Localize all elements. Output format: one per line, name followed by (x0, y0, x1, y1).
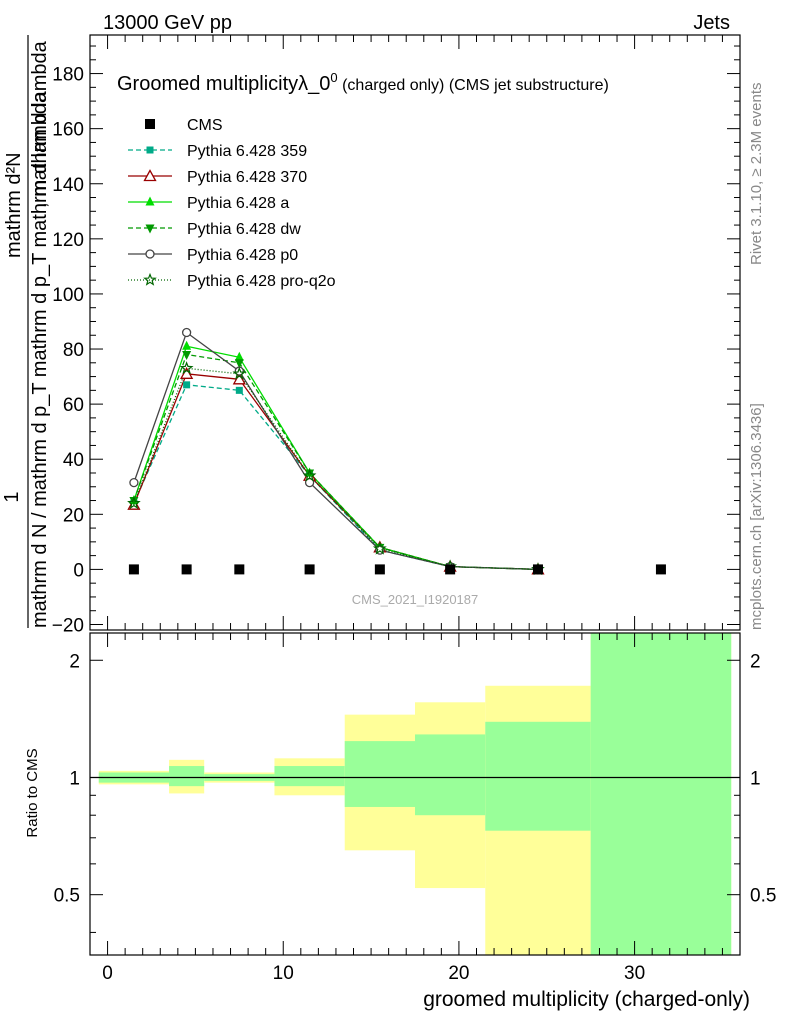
ratio-tick-label-right: 0.5 (750, 886, 776, 907)
ratio-band-green (415, 734, 486, 816)
legend-marker-cms (145, 119, 155, 129)
chart-title: Groomed multiplicityλ_00 (charged only) … (117, 70, 609, 95)
series-0-point (235, 386, 243, 394)
title-main: Groomed multiplicityλ_0 (117, 73, 330, 95)
legend-marker (145, 196, 155, 206)
series-line-5 (133, 367, 539, 571)
series-5-point (372, 541, 387, 555)
legend-label: Pythia 6.428 dw (187, 221, 301, 238)
series-5-point (179, 361, 194, 375)
series-line-1 (133, 373, 539, 571)
ratio-band-green (169, 766, 205, 787)
ratio-band-green (590, 633, 732, 955)
y-axis-label-numerator-tail: , mathrm d lambda (29, 40, 51, 208)
cms-data-point (445, 564, 456, 575)
y-tick-label: 0 (73, 560, 84, 581)
y-tick-label: 20 (63, 505, 84, 526)
y-tick-label: −20 (52, 615, 84, 636)
ratio-tick-label-left: 1 (69, 768, 80, 789)
y-tick-label: 60 (63, 395, 84, 416)
y-tick-label: 180 (52, 65, 84, 86)
legend-marker (145, 224, 155, 234)
y-axis-label: 1 mathrm d N / mathrm d p_T mathrm d p_T… (1, 35, 51, 628)
series-3-point (305, 469, 315, 479)
y-tick-label: 40 (63, 450, 84, 471)
series-1-point (180, 366, 194, 379)
ratio-band-green (485, 721, 591, 831)
x-tick-label: 0 (102, 963, 113, 984)
series-1-point (232, 372, 246, 385)
cms-data-point (181, 564, 192, 575)
ratio-band-green (274, 766, 345, 787)
cms-data-point (532, 564, 543, 575)
title-superscript: 0 (330, 70, 337, 85)
title-tail: (charged only) (CMS jet substructure) (338, 77, 609, 94)
series-3-point (182, 351, 192, 361)
legend-label: Pythia 6.428 a (187, 195, 289, 212)
main-panel: −20 0 20 40 60 80 100 120 140 160 180 CMS_2021_I19… (52, 34, 741, 636)
series-line-3 (133, 353, 539, 571)
ratio-tick-label-right: 1 (750, 768, 761, 789)
y-axis-label-denominator: mathrm d N / mathrm d p_T mathrm d p_T m… (29, 91, 51, 628)
series-3-point (129, 497, 139, 507)
svg-text:Groomed multiplicityλ_00 (char: Groomed multiplicityλ_00 (charged only) … (117, 70, 609, 95)
y-tick-label: 100 (52, 285, 84, 306)
y-tick-label: 160 (52, 120, 84, 141)
legend: CMS Pythia 6.428 359 Pythia 6.428 370 Pythi… (128, 117, 336, 290)
cms-data-point (128, 564, 139, 575)
y-tick-label: 80 (63, 340, 84, 361)
legend-label: Pythia 6.428 pro-q2o (187, 273, 336, 290)
series-4-point (181, 327, 192, 338)
y-tick-label: 140 (52, 175, 84, 196)
series-5-point (232, 366, 247, 380)
y-axis-label-numerator-one: 1 (1, 491, 23, 502)
cms-data-point (234, 564, 245, 575)
ratio-y-axis-label: Ratio to CMS (24, 748, 41, 837)
x-axis-label: groomed multiplicity (charged-only) (423, 988, 750, 1011)
header-right-label: Jets (693, 12, 730, 34)
x-tick-label: 20 (448, 963, 469, 984)
legend-label-cms: CMS (187, 117, 223, 134)
legend-label: Pythia 6.428 370 (187, 169, 307, 186)
series-line-2 (133, 345, 539, 571)
ratio-band-green (344, 741, 415, 807)
series-5-point (302, 468, 317, 482)
series-4-point (129, 477, 139, 488)
side-label-mcplots: mcplots.cern.ch [arXiv:1306.3436] (748, 403, 765, 630)
y-axis-label-numerator: mathrm d²N (3, 152, 25, 258)
legend-label: Pythia 6.428 359 (187, 143, 307, 160)
series-line-4 (133, 331, 539, 571)
legend-label: Pythia 6.428 p0 (187, 247, 298, 264)
main-frame (89, 34, 741, 631)
legend-marker (145, 249, 155, 259)
series-line-0 (133, 384, 539, 571)
series-5-point (127, 496, 141, 510)
legend-marker (143, 272, 157, 286)
y-tick-label: 120 (52, 230, 84, 251)
ratio-frame (89, 632, 741, 956)
cms-data-point (304, 564, 315, 575)
watermark-label: CMS_2021_I1920187 (352, 592, 479, 607)
series-0-point (183, 381, 191, 389)
legend-marker (146, 146, 154, 154)
series-3-point (234, 359, 244, 369)
ratio-panel: 0.5 0.5 1 1 2 2 Ratio to CMS (24, 632, 776, 956)
cms-data-point (374, 564, 385, 575)
header-left-label: 13000 GeV pp (103, 12, 232, 34)
x-tick-label: 10 (273, 963, 294, 984)
legend-marker (143, 169, 157, 182)
ratio-tick-label-right: 2 (750, 651, 761, 672)
ratio-tick-label-left: 2 (69, 651, 80, 672)
series-2-point (234, 351, 244, 361)
side-label-rivet: Rivet 3.1.10, ≥ 2.3M events (748, 83, 765, 266)
series-2-point (182, 340, 192, 350)
x-tick-label: 30 (624, 963, 645, 984)
cms-data-point (655, 564, 666, 575)
ratio-tick-label-left: 0.5 (54, 886, 80, 907)
